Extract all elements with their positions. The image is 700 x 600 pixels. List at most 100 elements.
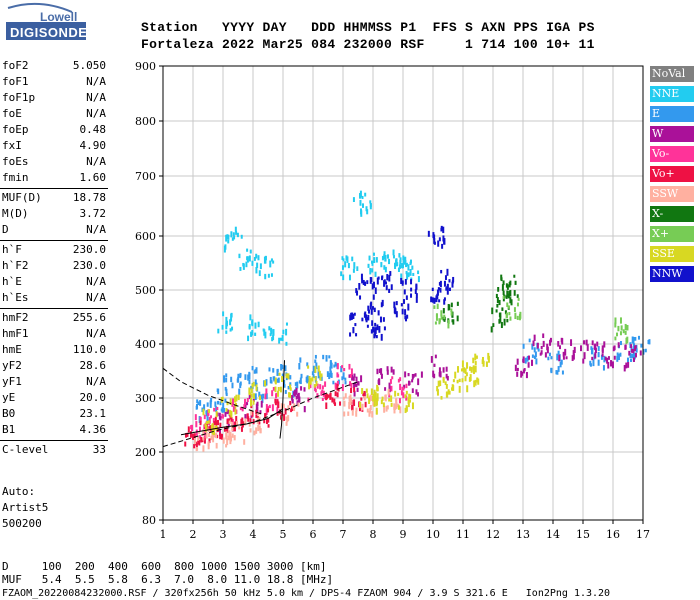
param-separator [0,440,108,441]
legend-item: NNE [650,86,694,102]
echo-point [329,366,332,373]
echo-point [472,357,475,364]
echo-point [237,373,240,378]
echo-point [473,380,476,388]
echo-point [433,241,436,245]
echo-point [198,426,201,432]
echo-point [510,299,513,306]
x-tick-label: 7 [340,528,347,541]
echo-point [487,352,490,360]
echo-point [264,393,267,400]
echo-point [333,364,336,368]
echo-point [502,280,505,286]
echo-point [274,379,277,384]
echo-point [272,387,275,391]
echo-point [514,312,517,320]
echo-point [501,307,504,311]
echo-point [430,356,433,363]
echo-point [562,356,565,360]
echo-point [591,356,594,361]
echo-point [264,413,267,419]
echo-point [361,388,364,394]
echo-point [258,425,261,431]
legend-item: NoVal [650,66,694,82]
echo-point [290,408,293,413]
echo-point [325,402,328,410]
echo-point [353,387,356,393]
echo-point [400,390,403,396]
series-sse [202,352,490,436]
echo-point [191,433,194,440]
param-row: h`E N/A [0,274,108,290]
echo-point [234,408,237,415]
echo-point [229,438,232,445]
echo-point [196,403,199,409]
echo-point [415,297,418,303]
echo-point [209,401,212,408]
echo-point [367,263,370,268]
echo-point [283,414,286,421]
echo-point [452,276,455,283]
echo-point [308,382,311,390]
echo-point [355,333,358,337]
echo-point [193,433,196,440]
echo-point [572,353,575,360]
echo-point [583,340,586,345]
echo-point [235,415,238,422]
echo-point [280,403,283,409]
echo-point [440,314,443,320]
echo-point [629,358,632,362]
echo-point [376,393,379,400]
echo-point [404,394,407,398]
echo-point [474,379,477,386]
echo-point [395,399,398,406]
echo-point [227,239,230,244]
echo-point [372,294,375,300]
echo-point [628,350,631,356]
echo-point [558,345,561,350]
echo-point [282,403,285,409]
echo-point [379,316,382,323]
echo-point [402,260,405,265]
echo-point [264,257,267,264]
echo-point [358,406,361,412]
echo-point [205,420,208,425]
echo-point [617,325,620,332]
logo-product: DIGISONDE [10,25,88,40]
echo-point [201,407,204,413]
echo-point [394,265,397,270]
echo-point [249,428,252,433]
param-name: yF2 [2,359,22,372]
echo-point [387,388,390,396]
echo-point [474,353,477,361]
echo-point [355,407,358,412]
echo-point [244,398,247,405]
echo-point [246,398,249,403]
echo-point [390,385,393,392]
echo-point [313,384,316,388]
echo-point [501,284,504,291]
echo-point [404,407,407,414]
echo-point [255,427,258,434]
echo-point [369,405,372,411]
y-tick-label: 600 [135,230,156,243]
echo-point [289,375,292,380]
echo-point [433,234,436,240]
echo-point [289,387,292,391]
echo-point [213,433,216,438]
echo-point [317,372,320,379]
echo-point [298,396,301,403]
echo-point [572,350,575,357]
echo-point [367,309,370,314]
echo-point [433,363,436,367]
echo-point [349,374,352,378]
echo-point [358,282,361,290]
echo-point [287,405,290,411]
echo-point [363,390,366,398]
param-name: foF1 [2,75,29,88]
echo-point [195,443,198,450]
echo-point [465,372,468,377]
echo-point [380,333,383,341]
echo-point [386,274,389,281]
echo-point [333,398,336,405]
